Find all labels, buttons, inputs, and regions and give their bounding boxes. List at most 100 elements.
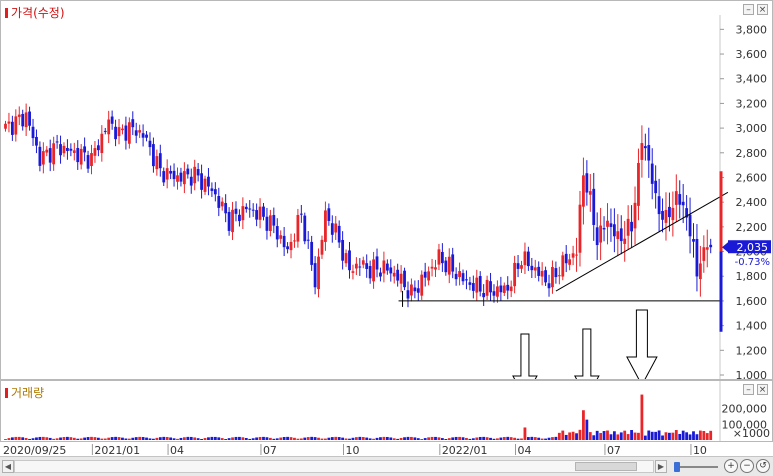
- price-tick-label: 1,000: [736, 369, 768, 379]
- volume-bar: [93, 437, 97, 440]
- volume-bar: [344, 438, 348, 440]
- volume-bar: [145, 437, 148, 440]
- candle: [21, 109, 25, 131]
- volume-bar: [258, 436, 262, 440]
- volume-bar: [396, 438, 400, 440]
- candle: [48, 139, 52, 172]
- zoom-reset-icon[interactable]: ↺: [756, 459, 770, 473]
- volume-bar: [131, 437, 135, 440]
- volume-bar: [657, 430, 661, 440]
- volume-bar: [640, 394, 644, 440]
- volume-bar: [692, 431, 695, 440]
- candle: [268, 209, 272, 237]
- volume-bar: [578, 429, 582, 440]
- candle: [55, 134, 59, 149]
- candle: [341, 231, 345, 270]
- candle: [599, 207, 603, 261]
- down-arrow-icon: [574, 328, 600, 379]
- scroll-right-button[interactable]: ▶: [655, 460, 667, 473]
- date-tick-label: 04: [518, 444, 532, 456]
- price-pane-title[interactable]: 가격(수정): [5, 4, 65, 21]
- price-change-label: -0.73%: [735, 257, 770, 268]
- volume-bar: [289, 437, 293, 440]
- volume-bar: [564, 434, 568, 440]
- candle: [520, 260, 523, 274]
- volume-bar: [234, 436, 238, 440]
- zoom-in-icon[interactable]: +: [724, 459, 738, 473]
- candle: [251, 203, 255, 217]
- volume-bar: [41, 436, 45, 440]
- candle: [200, 164, 203, 199]
- close-icon[interactable]: ×: [757, 384, 768, 395]
- volume-bar: [595, 430, 599, 440]
- volume-bar: [10, 437, 14, 440]
- volume-bar: [681, 430, 685, 440]
- candle: [59, 135, 62, 164]
- candle: [592, 172, 596, 241]
- volume-chart[interactable]: 200,000 100,000×1000: [1, 381, 772, 441]
- candle: [516, 254, 520, 278]
- candle: [35, 129, 38, 154]
- volume-bar: [702, 430, 706, 440]
- horizontal-scrollbar[interactable]: [14, 460, 654, 473]
- candle: [4, 120, 7, 132]
- volume-bar: [262, 436, 265, 440]
- volume-bar: [196, 438, 200, 440]
- candle: [279, 230, 283, 244]
- scroll-left-button[interactable]: ◀: [2, 460, 14, 473]
- volume-bar: [121, 437, 124, 440]
- minimize-icon[interactable]: –: [743, 384, 754, 395]
- candle: [626, 205, 630, 250]
- volume-bar: [231, 437, 234, 440]
- candle: [262, 202, 265, 221]
- volume-bar: [299, 438, 303, 440]
- candle: [203, 175, 207, 195]
- candle: [616, 214, 620, 257]
- date-tick-label: 10: [346, 444, 360, 456]
- candle: [231, 201, 234, 240]
- volume-bar: [612, 431, 616, 440]
- close-icon[interactable]: ×: [757, 4, 768, 15]
- volume-bar: [351, 437, 355, 440]
- volume-bar: [334, 436, 338, 440]
- candle: [557, 266, 561, 285]
- volume-bar: [637, 432, 640, 440]
- scrollbar-thumb[interactable]: [575, 462, 637, 471]
- volume-bar: [661, 435, 664, 440]
- volume-bar: [609, 434, 613, 440]
- volume-bar: [492, 438, 496, 440]
- volume-bar: [582, 410, 585, 440]
- candle: [196, 163, 200, 182]
- volume-bar: [410, 436, 413, 440]
- volume-bar: [475, 437, 479, 440]
- candle: [458, 262, 461, 286]
- volume-bar: [114, 436, 117, 440]
- volume-bar: [385, 436, 389, 440]
- candle: [248, 200, 252, 218]
- volume-bar: [499, 437, 503, 440]
- price-tick-label: 1,800: [736, 270, 768, 283]
- volume-bar: [392, 438, 396, 440]
- volume-bar: [568, 432, 572, 440]
- candle: [499, 276, 503, 301]
- volume-pane-title[interactable]: 거래량: [5, 384, 44, 401]
- trend-line[interactable]: [555, 191, 729, 292]
- zoom-slider-track[interactable]: [680, 466, 718, 468]
- candle: [396, 263, 400, 287]
- candle: [365, 254, 369, 278]
- candle: [141, 124, 145, 147]
- zoom-slider-knob[interactable]: [674, 462, 680, 472]
- volume-bar: [213, 436, 217, 440]
- candle: [568, 253, 572, 271]
- minimize-icon[interactable]: –: [743, 4, 754, 15]
- volume-bar: [62, 436, 66, 440]
- candle: [289, 233, 293, 259]
- candle: [678, 180, 682, 219]
- zoom-out-icon[interactable]: −: [740, 459, 754, 473]
- volume-pane-label: 거래량: [11, 386, 45, 400]
- volume-bar: [547, 437, 551, 440]
- candle: [492, 284, 496, 303]
- volume-bar: [279, 437, 283, 440]
- price-tick-label: 3,200: [736, 97, 768, 110]
- price-chart[interactable]: 3,800 3,600 3,400 3,200 3,000 2,800 2,600 2,400…: [1, 1, 772, 379]
